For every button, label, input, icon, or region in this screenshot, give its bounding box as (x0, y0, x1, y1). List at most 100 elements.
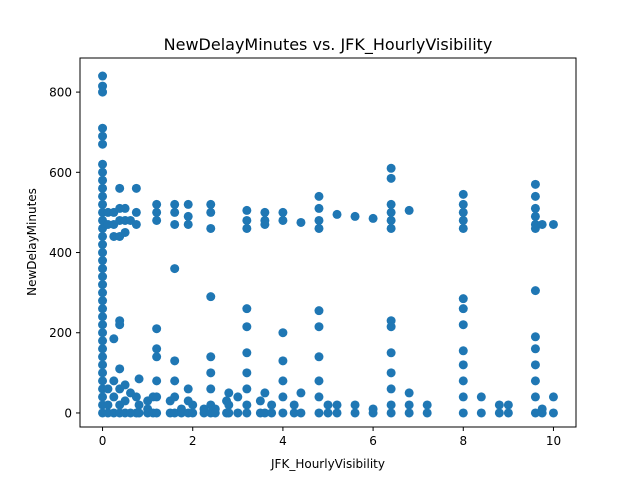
data-point (103, 400, 113, 410)
data-point (314, 223, 324, 233)
data-point (332, 400, 342, 410)
data-point (537, 408, 547, 418)
data-point (458, 215, 468, 225)
data-point (530, 211, 540, 221)
data-point (206, 199, 216, 209)
data-point (98, 183, 108, 193)
data-point (152, 352, 162, 362)
data-point (242, 215, 252, 225)
data-point (314, 306, 324, 316)
data-point (242, 408, 252, 418)
data-point (332, 408, 342, 418)
data-point (278, 356, 288, 366)
data-point (170, 392, 180, 402)
data-point (278, 408, 288, 418)
data-point (350, 400, 360, 410)
data-point (120, 203, 130, 213)
data-point (98, 328, 108, 338)
data-point (530, 286, 540, 296)
data-point (386, 322, 396, 332)
data-point (152, 408, 162, 418)
data-point (98, 256, 108, 266)
data-point (242, 223, 252, 233)
data-point (170, 408, 180, 418)
data-point (386, 163, 396, 173)
data-point (131, 183, 141, 193)
data-point (98, 123, 108, 133)
data-point (183, 211, 193, 221)
data-point (368, 213, 378, 223)
data-point (152, 207, 162, 217)
data-point (296, 408, 306, 418)
data-point (314, 203, 324, 213)
data-point (170, 219, 180, 229)
data-point (242, 304, 252, 314)
data-point (289, 408, 299, 418)
data-point (530, 223, 540, 233)
data-point (98, 167, 108, 177)
data-point (183, 384, 193, 394)
data-point (98, 360, 108, 370)
data-point (458, 199, 468, 209)
y-tick-label: 200 (49, 326, 72, 340)
data-point (98, 288, 108, 298)
data-point (131, 219, 141, 229)
data-point (210, 408, 220, 418)
x-axis-label: JFK_HourlyVisibility (270, 457, 385, 471)
data-point (206, 207, 216, 217)
y-tick-label: 800 (49, 86, 72, 100)
data-point (314, 376, 324, 386)
data-point (98, 272, 108, 282)
data-point (98, 296, 108, 306)
data-point (476, 408, 486, 418)
data-point (548, 219, 558, 229)
data-point (530, 332, 540, 342)
data-point (98, 231, 108, 241)
data-point (170, 207, 180, 217)
data-point (152, 324, 162, 334)
data-point (404, 205, 414, 215)
data-point (386, 207, 396, 217)
data-point (386, 223, 396, 233)
data-point (494, 400, 504, 410)
data-point (386, 368, 396, 378)
data-point (152, 376, 162, 386)
data-point (242, 400, 252, 410)
data-point (109, 376, 119, 386)
data-point (458, 207, 468, 217)
data-point (242, 368, 252, 378)
chart-title: NewDelayMinutes vs. JFK_HourlyVisibility (164, 35, 493, 55)
data-point (314, 392, 324, 402)
y-axis-label: NewDelayMinutes (25, 188, 39, 296)
y-tick-label: 600 (49, 166, 72, 180)
data-point (98, 264, 108, 274)
data-point (530, 203, 540, 213)
data-point (109, 392, 119, 402)
data-point (199, 408, 209, 418)
data-point (278, 376, 288, 386)
data-point (386, 384, 396, 394)
x-tick-label: 8 (459, 434, 467, 448)
data-point (170, 264, 180, 274)
data-point (98, 71, 108, 81)
data-point (386, 199, 396, 209)
data-point (350, 408, 360, 418)
data-point (206, 352, 216, 362)
data-point (134, 400, 144, 410)
data-point (120, 380, 130, 390)
data-point (458, 294, 468, 304)
data-point (458, 320, 468, 330)
data-point (224, 400, 234, 410)
data-point (548, 408, 558, 418)
data-point (323, 400, 333, 410)
data-point (278, 392, 288, 402)
x-axis-ticks: 0 2 4 6 8 10 (99, 427, 561, 448)
data-point (115, 364, 125, 374)
data-point (314, 322, 324, 332)
data-point (314, 215, 324, 225)
data-point (289, 400, 299, 410)
data-point (323, 408, 333, 418)
data-point (152, 199, 162, 209)
data-point (494, 408, 504, 418)
